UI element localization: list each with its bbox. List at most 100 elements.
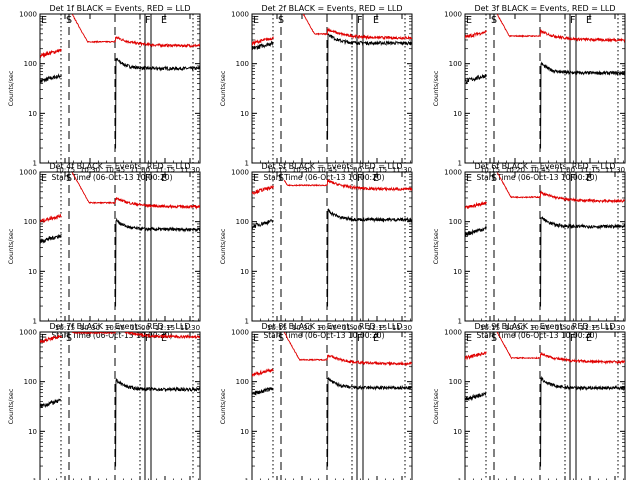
y-tick-label: 1: [33, 318, 37, 326]
segment-marker-F: F: [145, 15, 150, 26]
segment-marker-E: E: [586, 15, 592, 26]
y-tick-label: 1000: [231, 329, 249, 337]
y-tick-label: 10: [453, 110, 462, 118]
y-tick-label: 100: [449, 378, 462, 386]
y-tick-label: 100: [449, 60, 462, 68]
y-tick-label: 100: [236, 218, 249, 226]
y-axis-label: Counts/sec: [432, 388, 440, 424]
segment-marker-S: S: [278, 15, 284, 26]
chart-title: Det 6f BLACK = Events, RED = LLD: [474, 162, 615, 171]
x-tick-label: 10:30: [505, 324, 525, 332]
x-tick-label: 11:30: [180, 324, 200, 332]
segment-marker-E: E: [586, 173, 592, 184]
chart-panel-1: Det 1f BLACK = Events, RED = LLD 1 10 100 10…: [7, 4, 201, 182]
y-tick-label: 1: [245, 478, 249, 480]
y-axis-label: Counts/sec: [219, 70, 227, 106]
y-tick-label: 10: [28, 110, 37, 118]
y-tick-label: 1000: [444, 329, 462, 337]
segment-marker-E: E: [253, 333, 259, 344]
chart-panel-9: Det 9f BLACK = Events, RED = LLD 1 10 100 10…: [432, 322, 626, 480]
x-tick-label: 10:15: [55, 166, 75, 174]
y-tick-label: 100: [24, 218, 37, 226]
segment-marker-F: F: [145, 173, 150, 184]
y-tick-label: 1: [33, 478, 37, 480]
y-tick-label: 10: [453, 268, 462, 276]
x-tick-label: 11:15: [367, 324, 387, 332]
x-tick-label: 10:45: [317, 324, 337, 332]
x-tick-label: 11:15: [155, 166, 175, 174]
y-tick-label: 1: [458, 160, 462, 168]
segment-marker-F: F: [357, 333, 362, 344]
x-tick-label: 11:30: [392, 166, 412, 174]
lld-series-red: [465, 14, 625, 43]
events-series-black: [465, 215, 625, 307]
chart-panel-3: Det 3f BLACK = Events, RED = LLD 1 10 100 10…: [432, 4, 626, 182]
segment-marker-S: S: [66, 15, 72, 26]
x-tick-label: 11:30: [392, 324, 412, 332]
y-tick-label: 1000: [19, 169, 37, 177]
plot-frame: [464, 171, 626, 322]
chart-title: Det 5f BLACK = Events, RED = LLD: [261, 162, 402, 171]
events-series-black: [40, 217, 200, 307]
x-tick-label: 11:30: [605, 166, 625, 174]
y-tick-label: 1000: [19, 329, 37, 337]
segment-marker-E: E: [253, 173, 259, 184]
segment-marker-S: S: [66, 173, 72, 184]
segment-marker-E: E: [373, 15, 379, 26]
chart-title: Det 7f BLACK = Events, RED = LLD: [49, 322, 190, 331]
x-tick-label: 11:15: [367, 166, 387, 174]
segment-marker-E: E: [41, 173, 47, 184]
y-axis-label: Counts/sec: [7, 70, 15, 106]
y-tick-label: 100: [24, 60, 37, 68]
y-tick-label: 10: [28, 428, 37, 436]
x-tick-label: 11:15: [580, 324, 600, 332]
chart-title: Det 1f BLACK = Events, RED = LLD: [49, 4, 190, 13]
lld-series-red: [465, 172, 625, 209]
lld-series-red: [252, 14, 412, 47]
plot-frame: [251, 13, 413, 164]
chart-panel-8: Det 8f BLACK = Events, RED = LLD 1 10 100 10…: [219, 322, 413, 480]
y-tick-label: 100: [236, 60, 249, 68]
y-tick-label: 10: [240, 428, 249, 436]
x-tick-label: 11:15: [155, 324, 175, 332]
y-tick-label: 10: [240, 268, 249, 276]
segment-marker-E: E: [373, 173, 379, 184]
y-tick-label: 10: [28, 268, 37, 276]
chart-panel-2: Det 2f BLACK = Events, RED = LLD 1 10 100 10…: [219, 4, 413, 182]
segment-marker-E: E: [253, 15, 259, 26]
events-series-black: [40, 377, 200, 467]
segment-marker-E: E: [586, 333, 592, 344]
segment-marker-E: E: [466, 333, 472, 344]
x-axis-label: Start Time (06-Oct-13 10:00:20): [51, 173, 172, 182]
segment-marker-F: F: [357, 173, 362, 184]
segment-marker-E: E: [41, 333, 47, 344]
x-tick-label: 11:00: [555, 324, 575, 332]
y-tick-label: 1: [245, 318, 249, 326]
x-tick-label: 11:00: [130, 324, 150, 332]
chart-panel-4: Det 4f BLACK = Events, RED = LLD 1 10 100 10…: [7, 162, 201, 340]
chart-title: Det 9f BLACK = Events, RED = LLD: [474, 322, 615, 331]
y-axis-label: Counts/sec: [219, 228, 227, 264]
events-series-black: [252, 208, 412, 307]
lld-series-red: [465, 332, 625, 365]
lld-series-red: [40, 172, 200, 224]
segment-marker-E: E: [161, 15, 167, 26]
x-tick-label: 10:45: [530, 166, 550, 174]
y-tick-label: 1: [458, 318, 462, 326]
events-series-black: [465, 375, 625, 467]
x-tick-label: 10:30: [292, 324, 312, 332]
x-axis-label: Start Time (06-Oct-13 10:00:20): [263, 331, 384, 340]
x-tick-label: 10:15: [480, 166, 500, 174]
x-tick-label: 10:45: [530, 324, 550, 332]
y-tick-label: 1: [458, 478, 462, 480]
segment-marker-F: F: [570, 15, 575, 26]
segment-marker-F: F: [357, 15, 362, 26]
y-tick-label: 1: [245, 160, 249, 168]
x-tick-label: 11:15: [580, 166, 600, 174]
chart-title: Det 4f BLACK = Events, RED = LLD: [49, 162, 190, 171]
x-tick-label: 11:00: [342, 324, 362, 332]
x-tick-label: 11:00: [342, 166, 362, 174]
segment-marker-S: S: [278, 173, 284, 184]
y-tick-label: 1000: [231, 169, 249, 177]
